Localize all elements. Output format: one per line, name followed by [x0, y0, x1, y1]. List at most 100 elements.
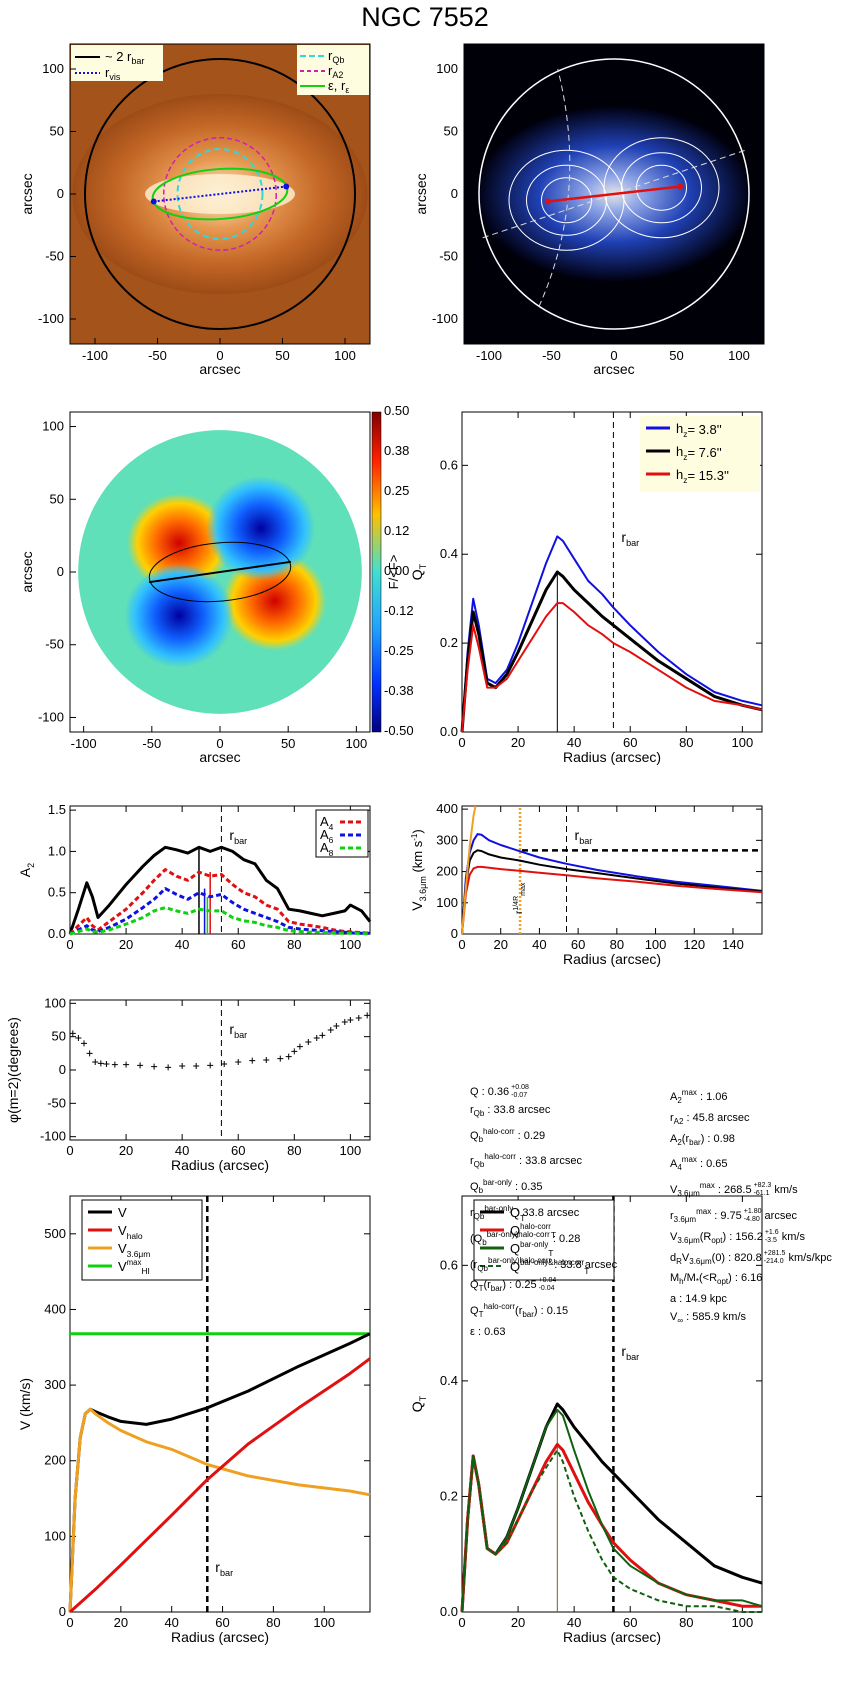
phase-radial: 0 20 40 60 80 100 -100 -50 0 50 100 Radius (arcsec)…: [5, 995, 371, 1173]
qt-variants-xtick-label: 100: [732, 1615, 754, 1630]
image-force-map-ytick-label: -100: [38, 709, 64, 724]
qt-variants: 0 20 40 60 80 100 0.0 0.2 0.4 0.6 Radius (arcsec) Q…: [409, 1195, 763, 1645]
phase-radial-xtick-label: 60: [231, 1143, 245, 1158]
v36-radial-ylabel: V3.6μm (km s-1): [409, 829, 428, 910]
qt-variants-ylabel: QT: [409, 1395, 428, 1412]
param-right-text: V: [670, 1310, 678, 1323]
param-right-text: r: [670, 1209, 674, 1222]
image-force-map-colorbar: [371, 411, 382, 733]
phase-radial-ylabel: φ(m=2)(degrees): [5, 1017, 21, 1123]
phase-radial-ytick-label: 50: [52, 1029, 66, 1044]
qt-radial-xtick-label: 100: [732, 735, 754, 750]
phase-radial-point: [249, 1057, 256, 1064]
rotation-curve-legend-entry: Vhalo: [118, 1223, 143, 1241]
param-left-text: : 33.8 arcsec: [484, 1103, 551, 1116]
phase-radial-ytick-label: 100: [44, 995, 66, 1010]
param-left-superscript: halo-corr: [483, 1302, 516, 1312]
image-force-map-ellipse: [148, 541, 292, 603]
image-galaxy-legend-left-box: [71, 45, 163, 81]
param-right-superscript: max: [696, 1206, 712, 1216]
param-right-text: M: [670, 1272, 680, 1285]
image-force-map-ytick-label: -50: [45, 637, 64, 652]
a2-radial-ytick-label: 0.5: [48, 885, 66, 900]
qt-variants-xtick-label: 40: [567, 1615, 581, 1630]
param-right-text: ) : 156.2: [722, 1230, 763, 1243]
image-galaxy-ytick-label: 0: [57, 186, 64, 201]
rotation-curve-legend-entry: VmaxHI: [118, 1258, 150, 1276]
param-right-superscript: max: [681, 1155, 697, 1165]
param-left-text: : 0.28: [549, 1232, 581, 1245]
image-contours-bar-endpoint: [677, 183, 684, 190]
a2-radial-ytick-label: 0.0: [48, 926, 66, 941]
param-right-row-1: rA2 : 45.8 arcsec: [670, 1110, 832, 1131]
image-force-map-xtick-label: -100: [71, 736, 97, 751]
v36-radial-rbar-label: rbar: [575, 827, 593, 846]
rotation-curve-rbar-label: rbar: [215, 1559, 233, 1578]
param-right-text: A: [670, 1091, 678, 1103]
image-contours: -100 -100 -50 -50 0 0 50 50 100 100 arcsec arcsec: [413, 43, 765, 377]
image-contours-ytick-label: -50: [439, 249, 458, 264]
image-galaxy-xtick-label: -100: [82, 348, 108, 363]
image-force-map-ytick-label: 0: [57, 564, 64, 579]
qt-radial-ytick-label: 0.4: [440, 546, 458, 561]
v36-radial-ytick-label: 200: [436, 864, 458, 879]
qt-radial-xtick-label: 80: [679, 735, 693, 750]
image-galaxy-circle-2rbar: [84, 58, 356, 330]
param-right-text: V: [681, 1251, 690, 1264]
param-left-text: Q: [470, 1181, 479, 1194]
qt-radial-ytick-label: 0.2: [440, 635, 458, 650]
qt-radial-ytick-label: 0.0: [440, 724, 458, 739]
rotation-curve: 0 20 40 60 80 100 0 100 200 300 400 500 Radius (arcs…: [17, 1195, 371, 1645]
param-left-subscript: b: [482, 1237, 487, 1247]
rotation-curve-xtick-label: 80: [266, 1615, 280, 1630]
qt-variants-legend-entry: QT: [510, 1205, 525, 1223]
qt-variants-legend-entry: Qbar-onlyT: [510, 1240, 553, 1258]
param-right-text: (R: [699, 1230, 712, 1243]
param-right-text: /M: [683, 1272, 696, 1285]
param-left-superscript: bar-only: [483, 1178, 512, 1188]
phase-radial-xtick-label: 80: [287, 1143, 301, 1158]
v36-radial-xtick-label: 140: [722, 937, 744, 952]
param-right-text: : 0.65: [696, 1158, 728, 1171]
qt-radial-legend-entry: hz= 15.3'': [676, 467, 729, 485]
rotation-curve-ytick-label: 400: [44, 1301, 66, 1316]
param-right-uncertainty: +281.5 -214.0: [763, 1249, 786, 1265]
rotation-curve-xlabel: Radius (arcsec): [171, 1629, 269, 1645]
image-galaxy-xlabel: arcsec: [199, 361, 240, 377]
param-left-row-4: Qbbar-only : 0.35: [470, 1174, 617, 1200]
a2-radial-ylabel: A2: [17, 863, 36, 877]
param-left-row-1: rQb : 33.8 arcsec: [470, 1102, 617, 1123]
param-left-text: : 0.35: [511, 1181, 543, 1194]
param-left-text: : 0.29: [514, 1129, 546, 1142]
param-left-text: : 33.8 arcsec: [551, 1258, 618, 1271]
image-contours-xtick-label: 0: [610, 348, 617, 363]
image-galaxy-legend-entry: ε, rε: [328, 78, 349, 95]
param-right-row-7: dRV3.6μm(0) : 820.8 +281.5 -214.0 km/s/kpc: [670, 1250, 832, 1271]
rotation-curve-series-line: [69, 1357, 371, 1614]
image-galaxy-legend-entry: rA2: [328, 63, 343, 80]
param-left-text: : 33.8 arcsec: [515, 1155, 582, 1168]
param-left-superscript: halo-corr: [483, 1126, 515, 1136]
v36-radial-xtick-label: 0: [458, 937, 465, 952]
param-right-subscript: 3.6μm: [689, 1256, 712, 1266]
image-contours-xtick-label: -100: [476, 348, 502, 363]
image-force-map-xtick-label: 50: [281, 736, 295, 751]
qt-radial: 0 20 40 60 80 100 0.0 0.2 0.4 0.6 Radius (arcsec) Q…: [409, 411, 763, 765]
image-contours-ytick-label: 0: [451, 186, 458, 201]
param-left-subscript: b: [478, 1134, 484, 1144]
param-left-text: Q: [470, 1129, 479, 1142]
param-right-text: km/s/kpc: [785, 1251, 832, 1264]
phase-radial-point: [313, 1035, 320, 1041]
image-galaxy-xtick-label: 0: [216, 348, 223, 363]
image-force-map-colorbar-label: F/<F>: [386, 555, 401, 590]
param-right-text: (0) : 820.8: [711, 1251, 762, 1264]
qt-variants-xtick-label: 60: [623, 1615, 637, 1630]
qt-variants-legend: QTQhalo-corrTQbar-onlyTQbar-only&halo-co…: [473, 1199, 615, 1281]
image-galaxy-xtick-label: 50: [275, 348, 289, 363]
param-left-text: Q: [470, 1305, 479, 1318]
a2-radial-legend-entry: A8: [320, 840, 334, 858]
phase-radial-point: [207, 1062, 214, 1069]
